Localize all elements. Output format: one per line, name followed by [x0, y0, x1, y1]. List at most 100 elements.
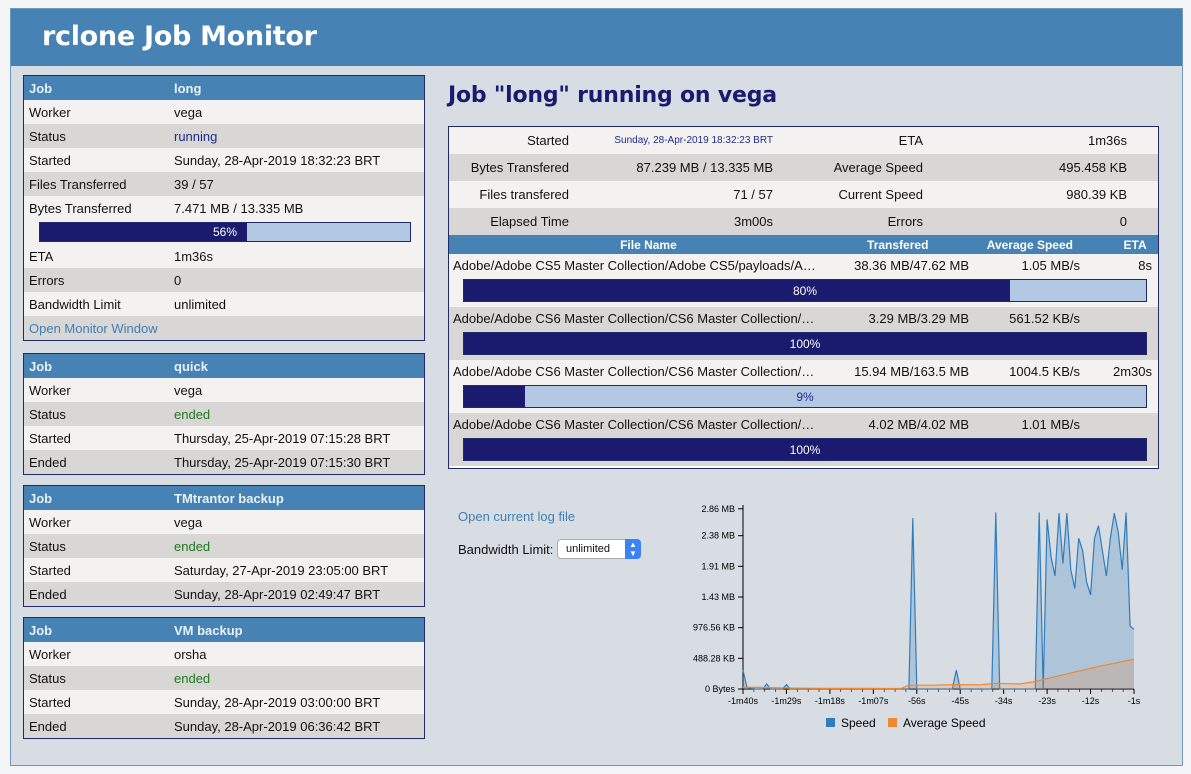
- stat-value: 3m00s: [733, 214, 773, 229]
- y-tick-label: 0 Bytes: [705, 684, 736, 694]
- worker-value: vega: [174, 382, 203, 398]
- file-name: Adobe/Adobe CS6 Master Collection/CS6 Ma…: [453, 363, 814, 379]
- job-header-key: Job: [29, 490, 53, 506]
- file-eta: 8s: [1138, 257, 1152, 273]
- worker-value: orsha: [174, 646, 207, 662]
- eta-label: ETA: [29, 248, 54, 264]
- column-file-name: File Name: [620, 237, 677, 252]
- started-row: Started Sunday, 28-Apr-2019 03:00:00 BRT: [24, 690, 424, 714]
- ended-row: Ended Sunday, 28-Apr-2019 06:36:42 BRT: [24, 714, 424, 738]
- stat-label: Files transfered: [479, 187, 569, 202]
- worker-row: Worker vega: [24, 100, 424, 124]
- errors-value: 0: [174, 272, 182, 288]
- legend-swatch: [826, 718, 835, 727]
- stat-label: Average Speed: [833, 160, 923, 175]
- y-tick-label: 488.28 KB: [693, 653, 735, 663]
- job-card-long: Job long Worker vega Status running Star…: [23, 75, 425, 341]
- y-tick-label: 1.43 MB: [701, 592, 735, 602]
- bandwidth-limit-selected: unlimited: [566, 543, 611, 555]
- stat-value: 71 / 57: [733, 187, 773, 202]
- x-tick-label: -45s: [951, 696, 969, 706]
- file-speed: 1004.5 KB/s: [1009, 363, 1080, 379]
- started-row: Started Thursday, 25-Apr-2019 07:15:28 B…: [24, 426, 424, 450]
- job-progress-label: 56%: [212, 225, 238, 239]
- worker-row: Worker vega: [24, 378, 424, 402]
- file-row: Adobe/Adobe CS6 Master Collection/CS6 Ma…: [449, 307, 1158, 360]
- stat-label: Elapsed Time: [490, 214, 569, 229]
- files-transferred-value: 39 / 57: [174, 176, 214, 192]
- x-tick-label: -1m29s: [771, 696, 802, 706]
- job-card-header: Job TMtrantor backup: [24, 486, 424, 510]
- stat-label: Current Speed: [838, 187, 923, 202]
- worker-label: Worker: [29, 514, 71, 530]
- stats-row: Files transfered 71 / 57 Current Speed 9…: [449, 181, 1158, 208]
- job-name: TMtrantor backup: [174, 490, 284, 506]
- job-progress-fill: [40, 223, 248, 241]
- job-header-key: Job: [29, 622, 53, 638]
- started-label: Started: [29, 694, 71, 710]
- bandwidth-row: Bandwidth Limit unlimited: [24, 292, 424, 316]
- column-transfered: Transfered: [867, 237, 929, 252]
- x-tick-label: -1m40s: [728, 696, 759, 706]
- started-value: Sunday, 28-Apr-2019 03:00:00 BRT: [174, 694, 381, 710]
- job-card-vm-backup: Job VM backup Worker orsha Status ended …: [23, 617, 425, 739]
- x-tick-label: -56s: [908, 696, 926, 706]
- worker-row: Worker orsha: [24, 642, 424, 666]
- file-progress-fill: [464, 386, 526, 407]
- files-transferred-row: Files Transferred 39 / 57: [24, 172, 424, 196]
- y-tick-label: 2.38 MB: [701, 531, 735, 541]
- series-line-speed: [742, 512, 1135, 690]
- job-detail-title: Job "long" running on vega: [448, 83, 777, 108]
- worker-value: vega: [174, 514, 203, 530]
- job-name: long: [174, 80, 202, 96]
- eta-row: ETA 1m36s: [24, 244, 424, 268]
- files-transferred-label: Files Transferred: [29, 176, 127, 192]
- errors-label: Errors: [29, 272, 65, 288]
- file-progress-bar: 100%: [463, 332, 1147, 355]
- worker-label: Worker: [29, 646, 71, 662]
- file-row: Adobe/Adobe CS5 Master Collection/Adobe …: [449, 254, 1158, 307]
- open-monitor-window-link[interactable]: Open Monitor Window: [29, 320, 158, 336]
- job-detail-panel: Started Sunday, 28-Apr-2019 18:32:23 BRT…: [448, 126, 1159, 469]
- open-log-file-link[interactable]: Open current log file: [458, 509, 576, 524]
- status-label: Status: [29, 406, 66, 422]
- monitor-link-row: Open Monitor Window: [24, 316, 424, 340]
- file-table-header: File Name Transfered Average Speed ETA: [449, 235, 1158, 254]
- y-tick-label: 976.56 KB: [693, 623, 735, 633]
- app-title: rclone Job Monitor: [42, 21, 317, 52]
- file-table-body: Adobe/Adobe CS5 Master Collection/Adobe …: [449, 254, 1158, 466]
- file-transferred: 38.36 MB/47.62 MB: [854, 257, 969, 273]
- y-tick-label: 1.91 MB: [701, 561, 735, 571]
- bytes-transferred-label: Bytes Transferred: [29, 200, 132, 216]
- eta-value: 1m36s: [174, 248, 214, 264]
- ended-value: Sunday, 28-Apr-2019 02:49:47 BRT: [174, 586, 381, 602]
- worker-label: Worker: [29, 382, 71, 398]
- bytes-transferred-value: 7.471 MB / 13.335 MB: [174, 200, 304, 216]
- started-value: Saturday, 27-Apr-2019 23:05:00 BRT: [174, 562, 389, 578]
- x-tick-label: -23s: [1038, 696, 1056, 706]
- worker-row: Worker vega: [24, 510, 424, 534]
- file-name: Adobe/Adobe CS5 Master Collection/Adobe …: [453, 257, 814, 273]
- job-card-header: Job VM backup: [24, 618, 424, 642]
- job-progress-row: 56%: [24, 220, 424, 244]
- started-value: Thursday, 25-Apr-2019 07:15:28 BRT: [174, 430, 391, 446]
- file-speed: 1.01 MB/s: [1021, 416, 1080, 432]
- stat-value: 87.239 MB / 13.335 MB: [636, 160, 773, 175]
- series-area-speed: [743, 512, 1134, 689]
- status-label: Status: [29, 670, 66, 686]
- ended-label: Ended: [29, 586, 67, 602]
- job-card-tmtrantor-backup: Job TMtrantor backup Worker vega Status …: [23, 485, 425, 607]
- started-value: Sunday, 28-Apr-2019 18:32:23 BRT: [174, 152, 381, 168]
- bandwidth-value: unlimited: [174, 296, 227, 312]
- status-label: Status: [29, 128, 66, 144]
- column-average-speed: Average Speed: [986, 237, 1073, 252]
- ended-label: Ended: [29, 718, 67, 734]
- started-row: Started Saturday, 27-Apr-2019 23:05:00 B…: [24, 558, 424, 582]
- file-transferred: 4.02 MB/4.02 MB: [868, 416, 969, 432]
- stats-row: Bytes Transfered 87.239 MB / 13.335 MB A…: [449, 154, 1158, 181]
- stat-value: 980.39 KB: [1066, 187, 1127, 202]
- status-value: running: [174, 128, 218, 144]
- stats-row: Started Sunday, 28-Apr-2019 18:32:23 BRT…: [449, 127, 1158, 154]
- series-line-average-speed: [742, 658, 1135, 690]
- bandwidth-limit-select[interactable]: unlimited ▲ ▼: [557, 539, 641, 559]
